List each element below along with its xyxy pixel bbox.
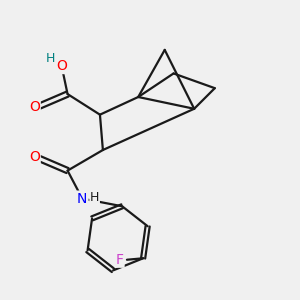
Text: H: H <box>90 190 99 204</box>
Text: O: O <box>29 150 40 164</box>
Text: H: H <box>46 52 55 65</box>
Text: O: O <box>29 100 40 114</box>
Text: F: F <box>116 253 124 267</box>
Text: N: N <box>77 192 88 206</box>
Text: O: O <box>56 59 67 73</box>
